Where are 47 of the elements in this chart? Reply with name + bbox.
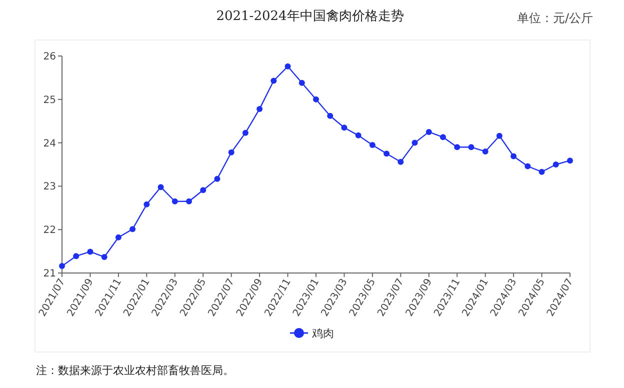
legend-label: 鸡肉 [311, 326, 334, 340]
point [298, 80, 305, 86]
point [130, 226, 136, 232]
point [496, 132, 502, 139]
point [313, 96, 319, 102]
point [327, 112, 334, 119]
y-tick-label: 24 [43, 138, 56, 150]
point [158, 184, 164, 190]
point [186, 198, 192, 204]
point [341, 124, 348, 131]
point [270, 78, 277, 84]
y-tick-label: 26 [43, 52, 56, 62]
point [412, 140, 418, 146]
point [59, 263, 65, 270]
point [398, 158, 404, 165]
point [426, 128, 432, 135]
point [355, 132, 362, 138]
point [172, 198, 178, 204]
chart-title: 2021-2024年中国禽肉价格走势 [216, 9, 404, 24]
point [468, 144, 474, 150]
point [242, 130, 248, 136]
point [214, 176, 220, 182]
y-tick-label: 25 [43, 94, 56, 106]
point [200, 187, 206, 194]
y-tick-label: 21 [43, 268, 56, 280]
point [115, 234, 122, 240]
point [538, 168, 545, 175]
text: 注：数据来源于农业农村部畜牧兽医局。 [36, 364, 234, 377]
point [256, 106, 263, 112]
point [524, 163, 531, 170]
point [567, 158, 573, 164]
point [73, 253, 80, 260]
point [454, 144, 460, 150]
point [552, 162, 559, 168]
point [144, 201, 150, 208]
point [384, 150, 390, 157]
y-tick-label: 23 [43, 182, 56, 193]
point [482, 148, 488, 154]
point [228, 149, 234, 156]
point [284, 63, 291, 70]
point [87, 248, 94, 255]
y-tick-label: 22 [43, 225, 56, 236]
chart-subtitle: 单位：元/公斤 [516, 11, 594, 25]
point [101, 254, 108, 260]
point [510, 153, 517, 160]
point [440, 134, 446, 140]
point [369, 142, 376, 148]
